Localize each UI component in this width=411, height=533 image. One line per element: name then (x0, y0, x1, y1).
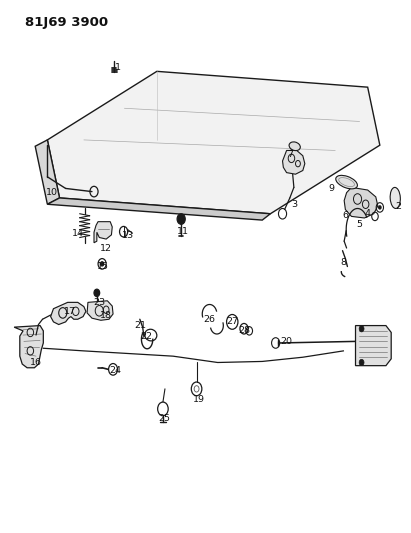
Text: 4: 4 (365, 209, 371, 218)
Polygon shape (14, 326, 43, 368)
Circle shape (359, 326, 364, 332)
Circle shape (359, 359, 364, 366)
Polygon shape (35, 140, 60, 204)
Text: 7: 7 (288, 150, 293, 159)
Text: 10: 10 (46, 188, 58, 197)
Polygon shape (87, 301, 113, 320)
Ellipse shape (289, 142, 300, 151)
Polygon shape (94, 222, 112, 243)
Text: 25: 25 (158, 414, 170, 423)
Circle shape (101, 262, 104, 266)
Text: 2: 2 (395, 202, 401, 211)
Text: 21: 21 (135, 321, 147, 330)
Text: 13: 13 (122, 231, 134, 240)
Circle shape (94, 289, 100, 296)
Text: 19: 19 (194, 395, 206, 404)
Text: 17: 17 (64, 307, 76, 316)
Text: 14: 14 (72, 229, 84, 238)
Text: 12: 12 (100, 244, 112, 253)
Text: 18: 18 (100, 311, 112, 319)
Text: 8: 8 (340, 258, 346, 267)
Polygon shape (47, 71, 380, 214)
Text: 5: 5 (357, 220, 363, 229)
Text: 6: 6 (342, 212, 349, 220)
Polygon shape (47, 198, 270, 220)
Polygon shape (282, 150, 305, 174)
Text: 81J69 3900: 81J69 3900 (25, 16, 108, 29)
Circle shape (177, 214, 185, 224)
Text: 20: 20 (281, 337, 293, 346)
Circle shape (379, 206, 381, 209)
Polygon shape (356, 326, 391, 366)
Text: 16: 16 (30, 358, 42, 367)
Text: 28: 28 (238, 326, 250, 335)
Text: 27: 27 (226, 317, 238, 326)
Text: 9: 9 (328, 184, 334, 193)
Text: 22: 22 (141, 332, 153, 341)
Text: 3: 3 (292, 200, 298, 209)
Text: 23: 23 (93, 298, 105, 307)
Ellipse shape (390, 188, 400, 208)
Polygon shape (51, 302, 86, 325)
Polygon shape (344, 188, 378, 218)
Text: 26: 26 (203, 315, 215, 324)
Text: 24: 24 (109, 366, 122, 375)
Text: 11: 11 (177, 227, 189, 236)
Text: 15: 15 (97, 262, 109, 271)
Text: 1: 1 (115, 62, 121, 71)
Ellipse shape (336, 175, 358, 189)
